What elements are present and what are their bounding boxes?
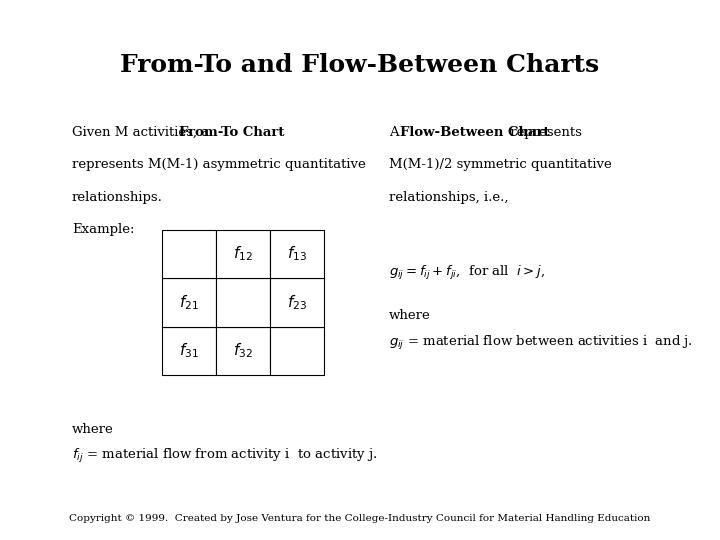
Text: $g_{ij}$ = material flow between activities i  and j.: $g_{ij}$ = material flow between activit…	[389, 334, 693, 352]
Text: $f_{ij}$ = material flow from activity i  to activity j.: $f_{ij}$ = material flow from activity i…	[72, 447, 377, 465]
Bar	[270, 327, 324, 375]
Text: M(M-1)/2 symmetric quantitative: M(M-1)/2 symmetric quantitative	[389, 158, 611, 171]
Text: where: where	[389, 309, 431, 322]
Text: A: A	[389, 126, 402, 139]
Bar	[270, 230, 324, 278]
Text: Given M activities, a: Given M activities, a	[72, 126, 214, 139]
Text: Flow-Between Chart: Flow-Between Chart	[400, 126, 550, 139]
Text: From-To Chart: From-To Chart	[179, 126, 284, 139]
Text: Copyright © 1999.  Created by Jose Ventura for the College-Industry Council for : Copyright © 1999. Created by Jose Ventur…	[69, 514, 651, 523]
Text: $f_{21}$: $f_{21}$	[179, 293, 199, 312]
Bar	[162, 230, 216, 278]
Text: relationships, i.e.,: relationships, i.e.,	[389, 191, 508, 204]
Text: where: where	[72, 423, 114, 436]
Text: $g_{ij} = f_{ij} + f_{ji}$,  for all  $i > j$,: $g_{ij} = f_{ij} + f_{ji}$, for all $i >…	[389, 264, 545, 282]
Bar	[162, 278, 216, 327]
Text: relationships.: relationships.	[72, 191, 163, 204]
Bar	[216, 278, 270, 327]
Text: $f_{12}$: $f_{12}$	[233, 245, 253, 263]
Text: $f_{23}$: $f_{23}$	[287, 293, 307, 312]
Bar	[270, 278, 324, 327]
Text: From-To and Flow-Between Charts: From-To and Flow-Between Charts	[120, 53, 600, 77]
Text: Example:: Example:	[72, 223, 135, 236]
Text: represents M(M-1) asymmetric quantitative: represents M(M-1) asymmetric quantitativ…	[72, 158, 366, 171]
Text: represents: represents	[506, 126, 582, 139]
Bar	[216, 230, 270, 278]
Bar	[216, 327, 270, 375]
Text: $f_{32}$: $f_{32}$	[233, 342, 253, 360]
Bar	[162, 327, 216, 375]
Text: $f_{13}$: $f_{13}$	[287, 245, 307, 263]
Text: $f_{31}$: $f_{31}$	[179, 342, 199, 360]
